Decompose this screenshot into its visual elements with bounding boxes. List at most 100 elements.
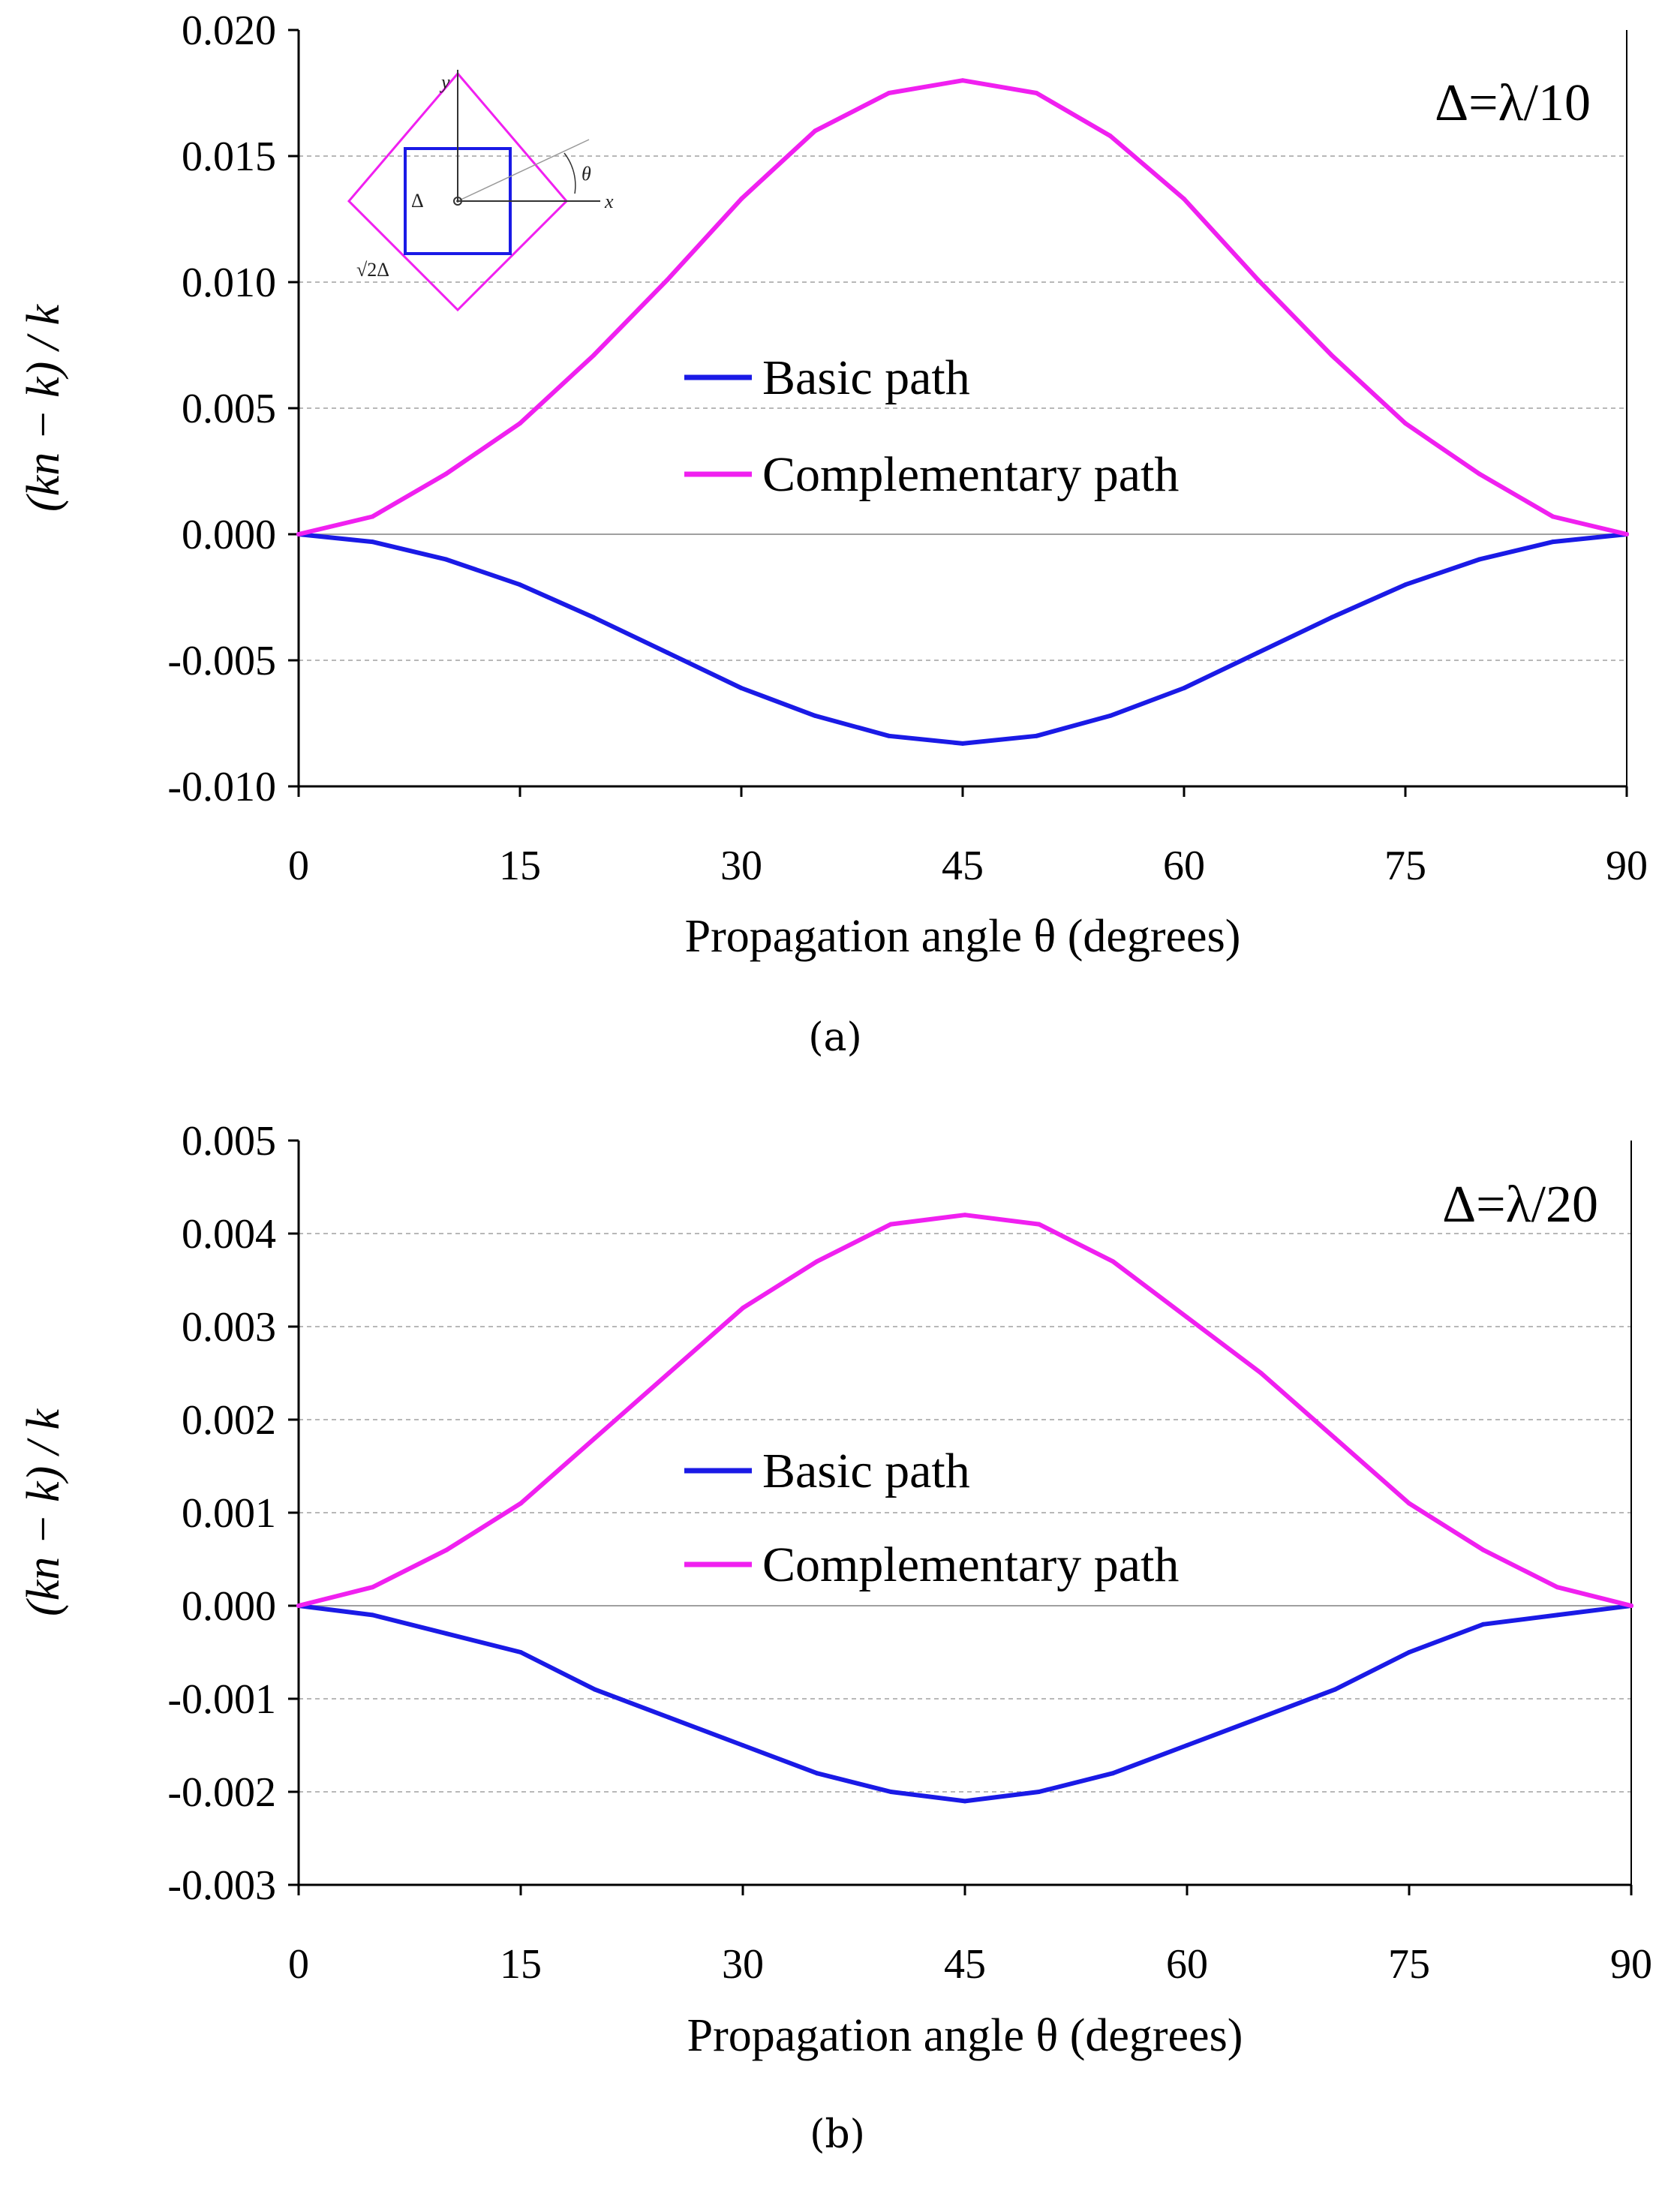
data-point — [592, 1687, 597, 1692]
data-point — [960, 741, 965, 746]
data-point — [1036, 1222, 1041, 1227]
data-point — [1182, 197, 1186, 202]
data-point — [1110, 1259, 1116, 1264]
y-tick-label: -0.005 — [167, 638, 276, 684]
data-point — [1480, 1547, 1486, 1552]
data-point — [813, 713, 818, 718]
data-point — [1624, 532, 1629, 536]
data-point — [591, 615, 597, 620]
data-point — [591, 353, 597, 358]
data-point — [1107, 713, 1113, 718]
data-point — [741, 1306, 745, 1311]
data-point — [888, 1790, 894, 1794]
inset-x-label: x — [604, 191, 614, 212]
data-point — [814, 1771, 819, 1776]
data-point — [1629, 1603, 1633, 1608]
inset-angle-arc — [564, 152, 576, 194]
data-point — [1403, 582, 1408, 588]
data-point — [1258, 1371, 1264, 1375]
data-point — [960, 78, 965, 83]
data-point — [1550, 514, 1555, 519]
x-tick-label: 15 — [499, 843, 541, 889]
y-tick-label: 0.000 — [182, 1583, 276, 1630]
y-tick-label: -0.002 — [167, 1769, 276, 1816]
data-point — [1255, 277, 1261, 282]
data-point — [1185, 1743, 1189, 1748]
y-tick-label: -0.003 — [167, 1862, 276, 1909]
y-tick-label: 0.005 — [182, 386, 276, 432]
data-point — [886, 91, 891, 95]
data-point — [665, 277, 670, 282]
inset-theta-label: θ — [582, 163, 591, 185]
delta-annotation: Δ=λ/10 — [1435, 74, 1591, 132]
x-tick-label: 0 — [288, 1941, 309, 1988]
legend-label: Complementary path — [762, 1537, 1179, 1592]
x-tick-label: 60 — [1163, 843, 1205, 889]
data-point — [963, 1799, 967, 1804]
y-axis-label: (kn − k) / k — [18, 1408, 69, 1616]
data-point — [370, 514, 375, 519]
data-point — [370, 1585, 375, 1590]
y-axis-label: (kn − k) / k — [18, 304, 69, 512]
y-tick-label: 0.015 — [182, 134, 276, 180]
data-point — [370, 1612, 375, 1618]
data-point — [443, 471, 449, 476]
series-line-basic-path — [296, 532, 1629, 746]
data-point — [1258, 1715, 1264, 1720]
x-tick-label: 75 — [1388, 1941, 1430, 1988]
inset-y-label: y — [439, 71, 450, 93]
data-point — [666, 1371, 672, 1375]
data-point — [1555, 1585, 1560, 1590]
x-tick-label: 60 — [1166, 1941, 1208, 1988]
data-point — [1333, 1687, 1338, 1692]
inset-delta-label: Δ — [411, 190, 424, 212]
x-tick-label: 90 — [1610, 1941, 1652, 1988]
inset-origin-dot — [456, 200, 459, 203]
data-point — [1403, 421, 1408, 426]
data-point — [814, 1259, 819, 1264]
legend: Basic path Complementary path — [684, 350, 1179, 502]
data-point — [1477, 471, 1482, 476]
data-point — [1477, 557, 1482, 562]
inset-direction-line — [457, 139, 590, 202]
data-point — [963, 1213, 967, 1218]
y-tick-label: 0.003 — [182, 1304, 276, 1351]
legend-label: Basic path — [762, 350, 970, 405]
inset-grid-diagram: y xθ Δ √2Δ — [347, 70, 614, 312]
legend: Basic path Complementary path — [684, 1444, 1179, 1592]
data-point — [1333, 1435, 1338, 1441]
y-tick-label: 0.004 — [182, 1211, 276, 1258]
x-tick-label: 45 — [944, 1941, 986, 1988]
y-tick-label: -0.001 — [167, 1676, 276, 1723]
data-point — [1034, 733, 1039, 738]
y-tick-label: 0.002 — [182, 1397, 276, 1444]
data-point — [1555, 1612, 1560, 1618]
x-tick-label: 75 — [1384, 843, 1426, 889]
data-point — [1185, 1315, 1189, 1320]
y-tick-label: 0.000 — [182, 512, 276, 558]
data-point — [888, 1222, 894, 1227]
data-point — [518, 1501, 523, 1506]
data-point — [370, 539, 375, 545]
data-point — [518, 421, 522, 426]
inset-sqrt2delta-label: √2Δ — [356, 259, 389, 281]
data-point — [886, 733, 891, 738]
data-point — [813, 128, 818, 134]
y-tick-label: 0.020 — [182, 8, 276, 54]
inset-origin — [453, 197, 462, 206]
panel-caption: (a) — [808, 1015, 862, 1060]
data-point — [518, 582, 522, 588]
data-point — [444, 1547, 449, 1552]
data-point — [1407, 1501, 1411, 1506]
data-point — [1550, 539, 1555, 545]
x-tick-label: 30 — [722, 1941, 764, 1988]
series-line-basic-path — [296, 1603, 1633, 1804]
legend-label: Basic path — [762, 1444, 970, 1498]
data-point — [665, 650, 670, 655]
inset-diamond — [347, 71, 569, 312]
data-point — [1182, 685, 1186, 690]
data-point — [666, 1715, 672, 1720]
y-tick-label: 0.005 — [182, 1118, 276, 1165]
x-tick-label: 30 — [720, 843, 762, 889]
